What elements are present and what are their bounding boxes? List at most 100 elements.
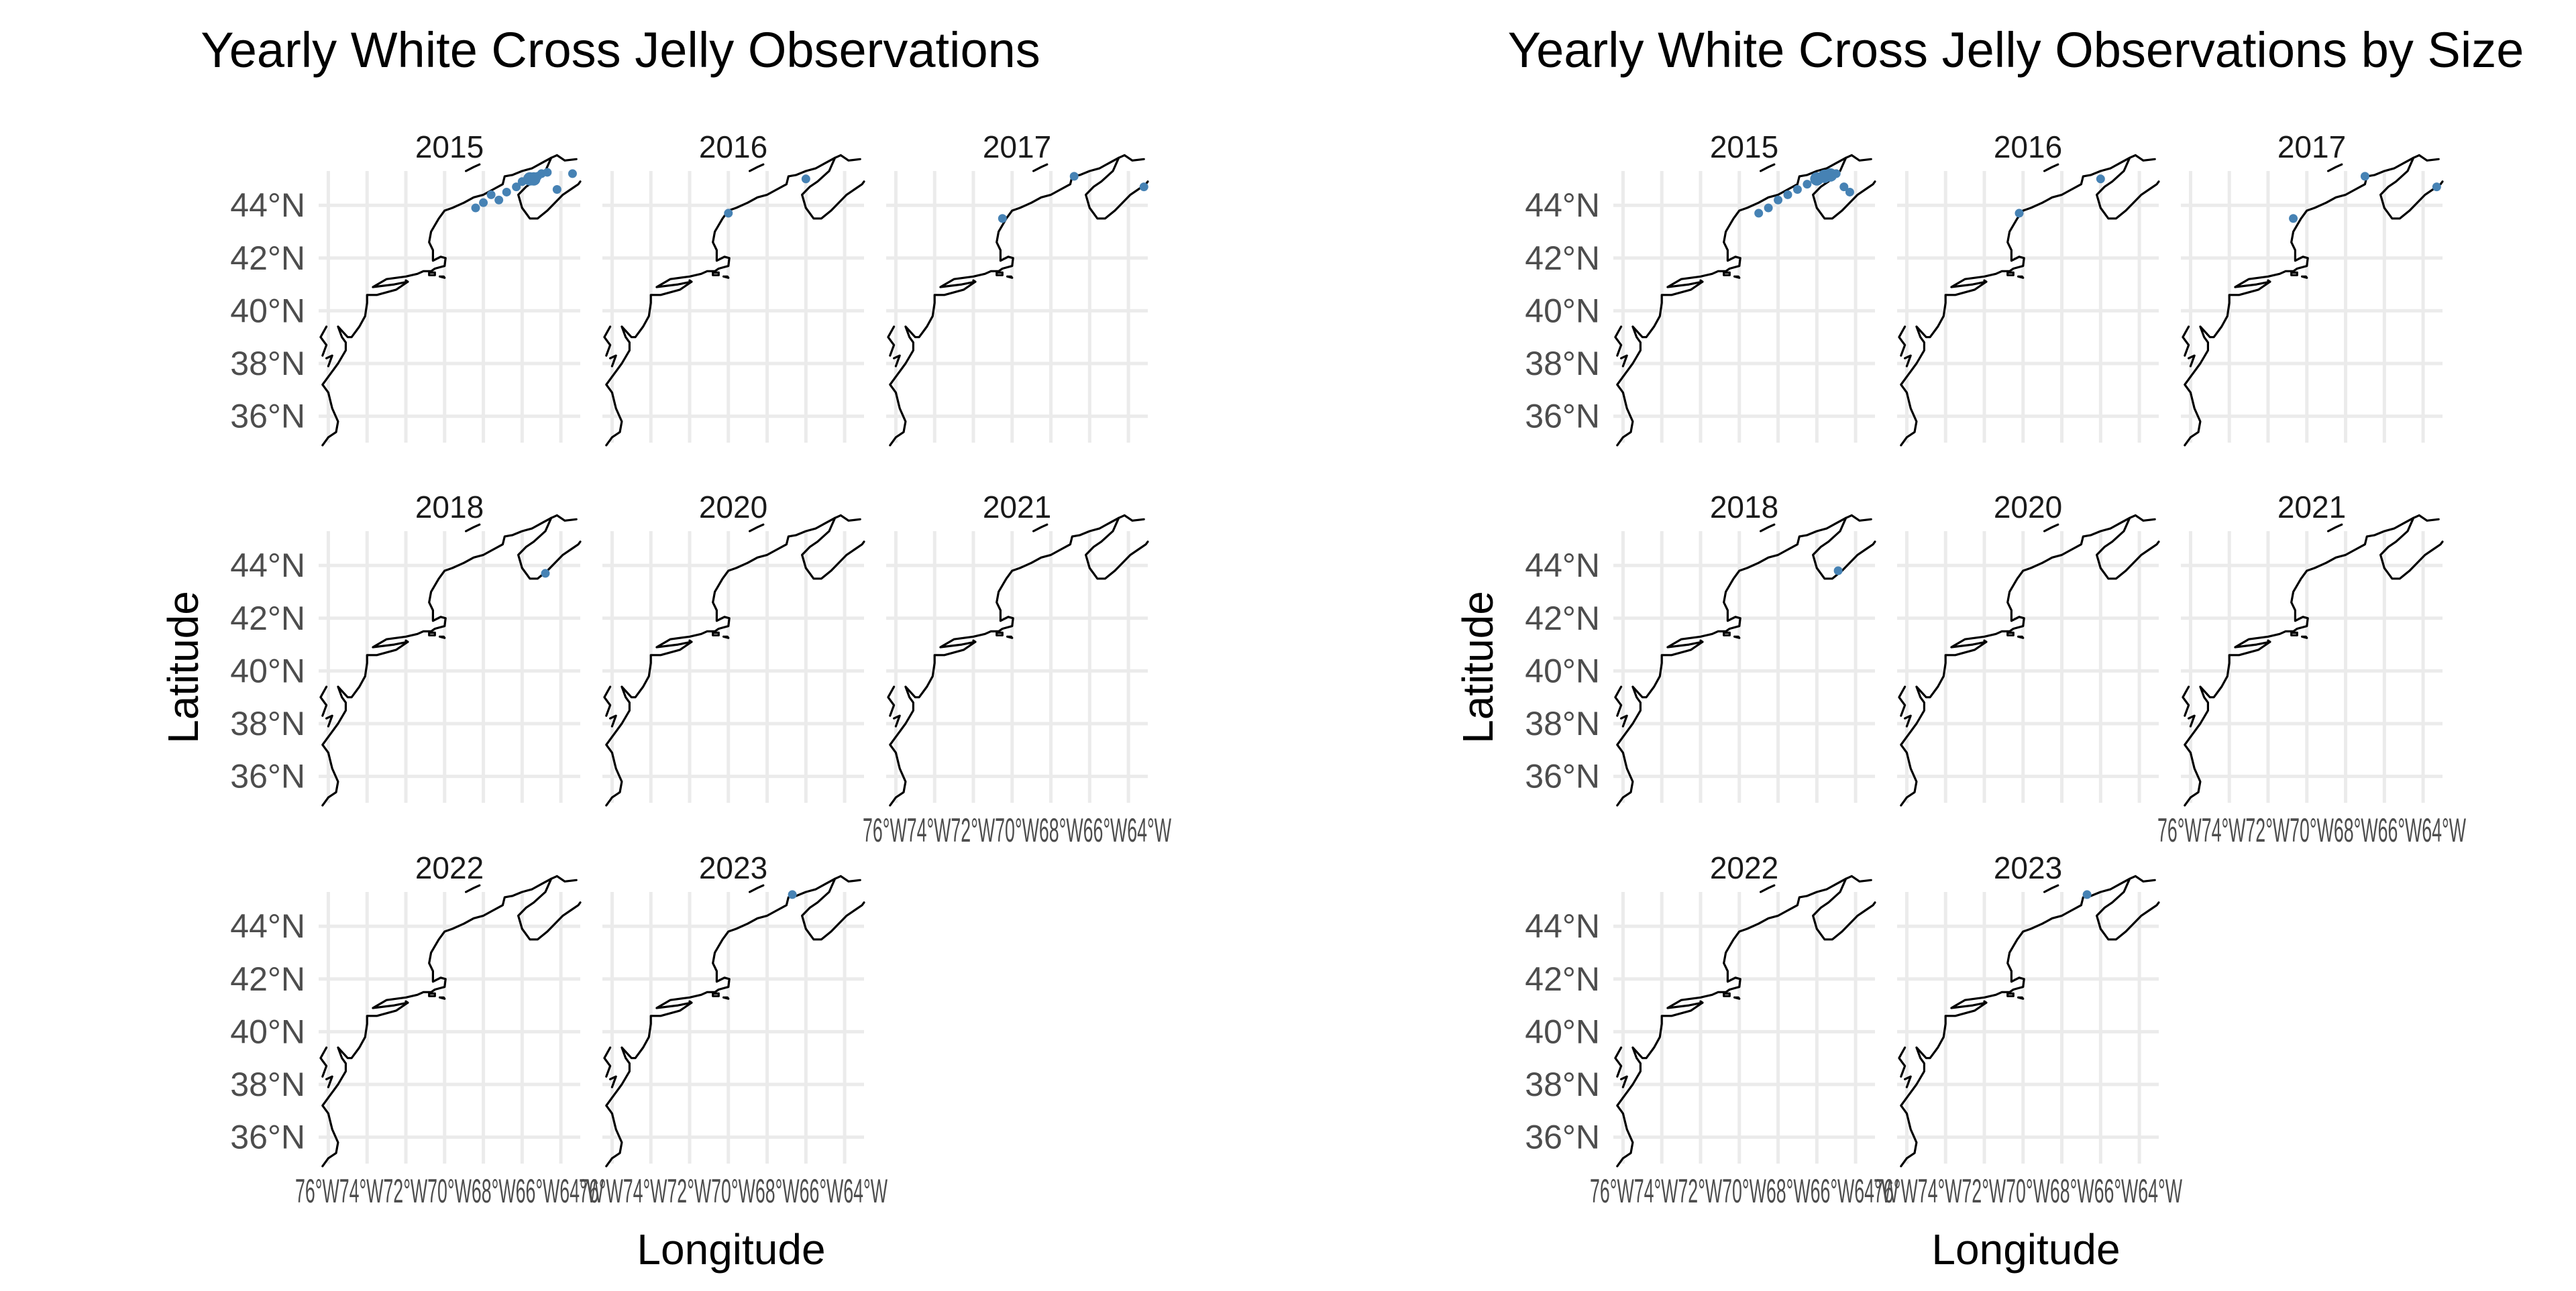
- x-tick-labels: 76°W74°W72°W70°W68°W66°W64°W: [863, 811, 1171, 849]
- coastline-path: [2043, 523, 2059, 532]
- facet-strip-label: 2023: [1994, 850, 2062, 885]
- coastline-path: [2182, 325, 2190, 357]
- observation-point: [788, 890, 797, 899]
- coastline-path: [325, 714, 333, 728]
- observation-point: [2096, 174, 2105, 184]
- coastline-path: [1006, 275, 1014, 279]
- coastline-path: [712, 271, 720, 276]
- y-tick-label: 38°N: [230, 345, 305, 382]
- y-axis-title-left: Latitude: [159, 591, 207, 744]
- coastline-path: [801, 877, 865, 941]
- coastline-path: [688, 1000, 693, 1004]
- map-panel-group-left: Yearly White Cross Jelly Observations La…: [159, 22, 1171, 1274]
- y-tick-label: 40°N: [1525, 652, 1600, 689]
- y-tick-label: 44°N: [230, 547, 305, 584]
- coastline-path: [1983, 1000, 1988, 1004]
- coastline-path: [1983, 279, 1988, 283]
- coastline-path: [1898, 1046, 1907, 1078]
- coastline-path: [801, 516, 865, 580]
- coastline-path: [893, 714, 901, 728]
- y-tick-label: 42°N: [1525, 239, 1600, 277]
- observation-point: [541, 569, 550, 578]
- coastline-path: [428, 992, 436, 997]
- facet-panel-2018: 2018 36°N 38°N 40°N 42°N 44°N: [1525, 490, 1876, 807]
- coastline-path: [605, 514, 861, 807]
- facet-strip-label: 2021: [2277, 490, 2346, 524]
- x-tick-labels: 76°W74°W72°W70°W68°W66°W64°W: [579, 1172, 888, 1210]
- facet-panel-2023: 2023 76°W74°W72°W70°W68°W66°W64°W: [1874, 850, 2182, 1210]
- coastline-path: [2006, 992, 2015, 997]
- coastline-path: [2327, 163, 2343, 172]
- coastline-path: [1900, 154, 2156, 447]
- coastline-path: [2379, 156, 2444, 220]
- observation-point: [494, 195, 504, 205]
- coastline-path: [712, 992, 720, 997]
- observation-point: [479, 198, 488, 207]
- facet-strip-label: 2023: [699, 850, 767, 885]
- facet-panel-2015: 2015 36°N 38°N 40°N 42°N 44°N: [1525, 129, 1876, 447]
- coastline-path: [2017, 996, 2025, 1000]
- facet-strip-label: 2020: [699, 490, 767, 524]
- coastline-path: [887, 325, 896, 357]
- coastline-path: [2182, 685, 2190, 717]
- coastline-path: [749, 884, 765, 893]
- facet-panel-2017: 2017: [2181, 129, 2444, 447]
- coastline-path: [319, 685, 328, 717]
- coastline-path: [1620, 714, 1628, 728]
- coastline-path: [1006, 635, 1014, 639]
- facet-panel-2022: 2022 36°N 38°N 40°N 42°N 44°N 76°W74°W72°W70°W…: [230, 850, 604, 1210]
- coastline-path: [2379, 516, 2444, 580]
- observation-point: [2432, 182, 2441, 192]
- observation-point: [1792, 185, 1802, 194]
- coastline-path: [319, 325, 328, 357]
- facet-strip-label: 2017: [2277, 129, 2346, 164]
- facet-panel-2020: 2020: [602, 490, 865, 807]
- coastline-path: [712, 631, 720, 636]
- x-tick-labels: 76°W74°W72°W70°W68°W66°W64°W: [295, 1172, 604, 1210]
- coastline-path: [428, 631, 436, 636]
- coastline-path: [465, 884, 481, 893]
- facet-panel-2017: 2017: [886, 129, 1149, 447]
- observation-point: [1754, 209, 1764, 218]
- coastline-path: [1616, 154, 1872, 447]
- y-tick-label: 40°N: [1525, 292, 1600, 329]
- coastline-path: [1812, 516, 1876, 580]
- coastline-path: [1904, 714, 1912, 728]
- coastline-path: [889, 154, 1145, 447]
- observation-point: [486, 190, 496, 199]
- y-tick-label: 36°N: [230, 398, 305, 435]
- facet-panel-2023: 2023 76°W74°W72°W70°W68°W66°W64°W: [579, 850, 888, 1210]
- coastline-path: [1898, 325, 1907, 357]
- coastline-path: [996, 271, 1004, 276]
- coastline-path: [722, 996, 730, 1000]
- facet-strip-label: 2017: [983, 129, 1051, 164]
- y-tick-label: 40°N: [1525, 1013, 1600, 1050]
- coastline-path: [439, 275, 446, 279]
- y-tick-label: 36°N: [1525, 1119, 1600, 1156]
- coastline-path: [972, 639, 977, 643]
- y-tick-label: 36°N: [230, 758, 305, 795]
- coastline-path: [321, 154, 578, 447]
- coastline-path: [2096, 877, 2160, 941]
- coastline-path: [1723, 631, 1731, 636]
- coastline-path: [605, 154, 861, 447]
- coastline-path: [325, 354, 333, 368]
- y-tick-label: 42°N: [230, 960, 305, 998]
- y-tick-label: 42°N: [1525, 600, 1600, 637]
- facet-panel-2016: 2016: [602, 129, 865, 447]
- observation-point: [1833, 566, 1843, 575]
- coastline-path: [2006, 631, 2015, 636]
- coastline-path: [2327, 523, 2343, 532]
- y-tick-label: 44°N: [1525, 186, 1600, 224]
- coastline-path: [1898, 685, 1907, 717]
- coastline-path: [889, 514, 1145, 807]
- coastline-path: [1614, 685, 1623, 717]
- coastline-path: [609, 354, 617, 368]
- coastline-path: [439, 996, 446, 1000]
- coastline-path: [2017, 275, 2025, 279]
- coastline-path: [603, 325, 612, 357]
- coastline-path: [603, 1046, 612, 1078]
- coastline-path: [1616, 514, 1872, 807]
- coastline-path: [465, 523, 481, 532]
